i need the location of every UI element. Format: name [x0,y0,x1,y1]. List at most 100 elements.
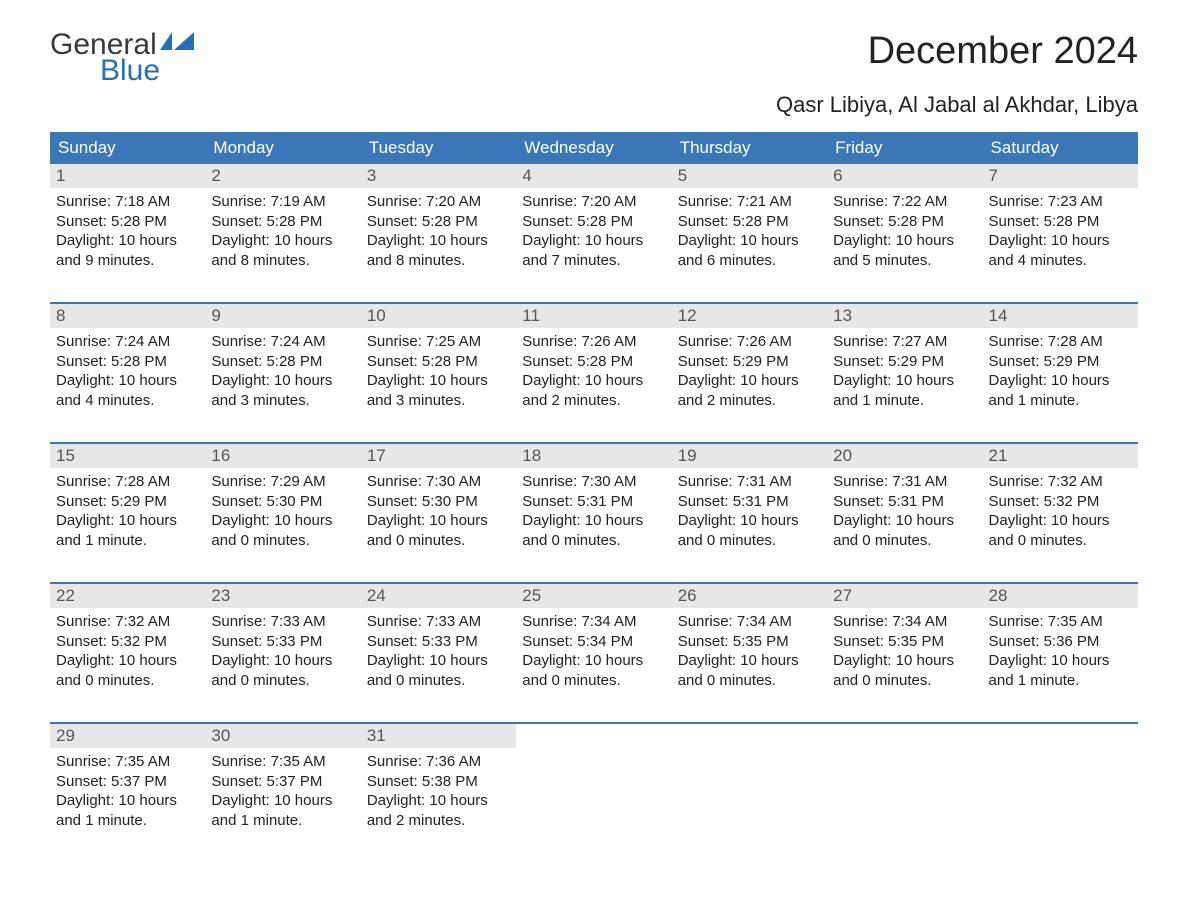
daylight-text-2: and 8 minutes. [367,251,510,271]
day-content: Sunrise: 7:34 AMSunset: 5:35 PMDaylight:… [827,608,982,700]
daylight-text-2: and 2 minutes. [367,811,510,831]
day-content: Sunrise: 7:20 AMSunset: 5:28 PMDaylight:… [361,188,516,280]
day-cell: 4Sunrise: 7:20 AMSunset: 5:28 PMDaylight… [516,164,671,296]
daylight-text-2: and 1 minute. [989,671,1132,691]
day-number: 27 [827,584,982,608]
day-cell: 7Sunrise: 7:23 AMSunset: 5:28 PMDaylight… [983,164,1138,296]
day-number: 11 [516,304,671,328]
daylight-text-1: Daylight: 10 hours [833,371,976,391]
day-number: 18 [516,444,671,468]
sunset-text: Sunset: 5:29 PM [678,352,821,372]
sunset-text: Sunset: 5:31 PM [522,492,665,512]
daylight-text-1: Daylight: 10 hours [522,371,665,391]
day-cell: 28Sunrise: 7:35 AMSunset: 5:36 PMDayligh… [983,584,1138,716]
logo-text-blue: Blue [100,56,194,86]
day-number: 15 [50,444,205,468]
daylight-text-2: and 9 minutes. [56,251,199,271]
day-cell: 18Sunrise: 7:30 AMSunset: 5:31 PMDayligh… [516,444,671,576]
day-cell: 27Sunrise: 7:34 AMSunset: 5:35 PMDayligh… [827,584,982,716]
day-content: Sunrise: 7:28 AMSunset: 5:29 PMDaylight:… [983,328,1138,420]
daylight-text-1: Daylight: 10 hours [522,651,665,671]
sunrise-text: Sunrise: 7:33 AM [367,612,510,632]
daylight-text-1: Daylight: 10 hours [833,511,976,531]
sunset-text: Sunset: 5:32 PM [989,492,1132,512]
sunrise-text: Sunrise: 7:21 AM [678,192,821,212]
daylight-text-1: Daylight: 10 hours [678,231,821,251]
day-content: Sunrise: 7:34 AMSunset: 5:34 PMDaylight:… [516,608,671,700]
day-header: Sunday [50,132,205,164]
day-content: Sunrise: 7:18 AMSunset: 5:28 PMDaylight:… [50,188,205,280]
day-content: Sunrise: 7:32 AMSunset: 5:32 PMDaylight:… [50,608,205,700]
sunset-text: Sunset: 5:34 PM [522,632,665,652]
sunrise-text: Sunrise: 7:35 AM [211,752,354,772]
location-text: Qasr Libiya, Al Jabal al Akhdar, Libya [50,92,1138,118]
sunset-text: Sunset: 5:33 PM [211,632,354,652]
sunset-text: Sunset: 5:35 PM [678,632,821,652]
daylight-text-2: and 0 minutes. [678,531,821,551]
day-number: 12 [672,304,827,328]
sunset-text: Sunset: 5:30 PM [367,492,510,512]
day-cell: 15Sunrise: 7:28 AMSunset: 5:29 PMDayligh… [50,444,205,576]
day-number: 7 [983,164,1138,188]
day-cell: 26Sunrise: 7:34 AMSunset: 5:35 PMDayligh… [672,584,827,716]
sunset-text: Sunset: 5:28 PM [833,212,976,232]
day-content: Sunrise: 7:26 AMSunset: 5:28 PMDaylight:… [516,328,671,420]
day-cell: 25Sunrise: 7:34 AMSunset: 5:34 PMDayligh… [516,584,671,716]
sunset-text: Sunset: 5:28 PM [56,212,199,232]
day-number: 28 [983,584,1138,608]
daylight-text-1: Daylight: 10 hours [678,651,821,671]
day-number [983,724,1138,748]
sunrise-text: Sunrise: 7:31 AM [678,472,821,492]
daylight-text-1: Daylight: 10 hours [56,371,199,391]
sunset-text: Sunset: 5:38 PM [367,772,510,792]
day-cell: 21Sunrise: 7:32 AMSunset: 5:32 PMDayligh… [983,444,1138,576]
day-cell: 11Sunrise: 7:26 AMSunset: 5:28 PMDayligh… [516,304,671,436]
sunset-text: Sunset: 5:28 PM [367,352,510,372]
daylight-text-1: Daylight: 10 hours [211,791,354,811]
sunrise-text: Sunrise: 7:35 AM [56,752,199,772]
day-content: Sunrise: 7:33 AMSunset: 5:33 PMDaylight:… [205,608,360,700]
day-cell: 3Sunrise: 7:20 AMSunset: 5:28 PMDaylight… [361,164,516,296]
day-content: Sunrise: 7:24 AMSunset: 5:28 PMDaylight:… [50,328,205,420]
sunrise-text: Sunrise: 7:34 AM [833,612,976,632]
sunrise-text: Sunrise: 7:18 AM [56,192,199,212]
daylight-text-1: Daylight: 10 hours [367,791,510,811]
sunset-text: Sunset: 5:28 PM [211,352,354,372]
week-row: 1Sunrise: 7:18 AMSunset: 5:28 PMDaylight… [50,164,1138,296]
daylight-text-2: and 0 minutes. [211,531,354,551]
day-content: Sunrise: 7:19 AMSunset: 5:28 PMDaylight:… [205,188,360,280]
day-number: 30 [205,724,360,748]
day-cell [827,724,982,856]
daylight-text-2: and 3 minutes. [211,391,354,411]
day-content: Sunrise: 7:35 AMSunset: 5:37 PMDaylight:… [205,748,360,840]
sunrise-text: Sunrise: 7:26 AM [522,332,665,352]
day-header: Friday [827,132,982,164]
day-number: 3 [361,164,516,188]
header: General Blue December 2024 [50,30,1138,86]
daylight-text-1: Daylight: 10 hours [522,231,665,251]
sunrise-text: Sunrise: 7:31 AM [833,472,976,492]
sunrise-text: Sunrise: 7:26 AM [678,332,821,352]
day-content: Sunrise: 7:27 AMSunset: 5:29 PMDaylight:… [827,328,982,420]
day-cell: 6Sunrise: 7:22 AMSunset: 5:28 PMDaylight… [827,164,982,296]
day-number: 24 [361,584,516,608]
day-content: Sunrise: 7:25 AMSunset: 5:28 PMDaylight:… [361,328,516,420]
day-cell: 22Sunrise: 7:32 AMSunset: 5:32 PMDayligh… [50,584,205,716]
day-content: Sunrise: 7:34 AMSunset: 5:35 PMDaylight:… [672,608,827,700]
day-header: Monday [205,132,360,164]
sunrise-text: Sunrise: 7:32 AM [56,612,199,632]
day-cell: 20Sunrise: 7:31 AMSunset: 5:31 PMDayligh… [827,444,982,576]
daylight-text-1: Daylight: 10 hours [367,371,510,391]
sunrise-text: Sunrise: 7:30 AM [522,472,665,492]
day-number [516,724,671,748]
daylight-text-2: and 1 minute. [56,811,199,831]
daylight-text-1: Daylight: 10 hours [56,511,199,531]
day-cell [672,724,827,856]
daylight-text-2: and 0 minutes. [367,531,510,551]
sunrise-text: Sunrise: 7:20 AM [522,192,665,212]
day-content: Sunrise: 7:35 AMSunset: 5:37 PMDaylight:… [50,748,205,840]
day-cell: 2Sunrise: 7:19 AMSunset: 5:28 PMDaylight… [205,164,360,296]
week-row: 29Sunrise: 7:35 AMSunset: 5:37 PMDayligh… [50,722,1138,856]
day-cell: 31Sunrise: 7:36 AMSunset: 5:38 PMDayligh… [361,724,516,856]
daylight-text-1: Daylight: 10 hours [833,651,976,671]
